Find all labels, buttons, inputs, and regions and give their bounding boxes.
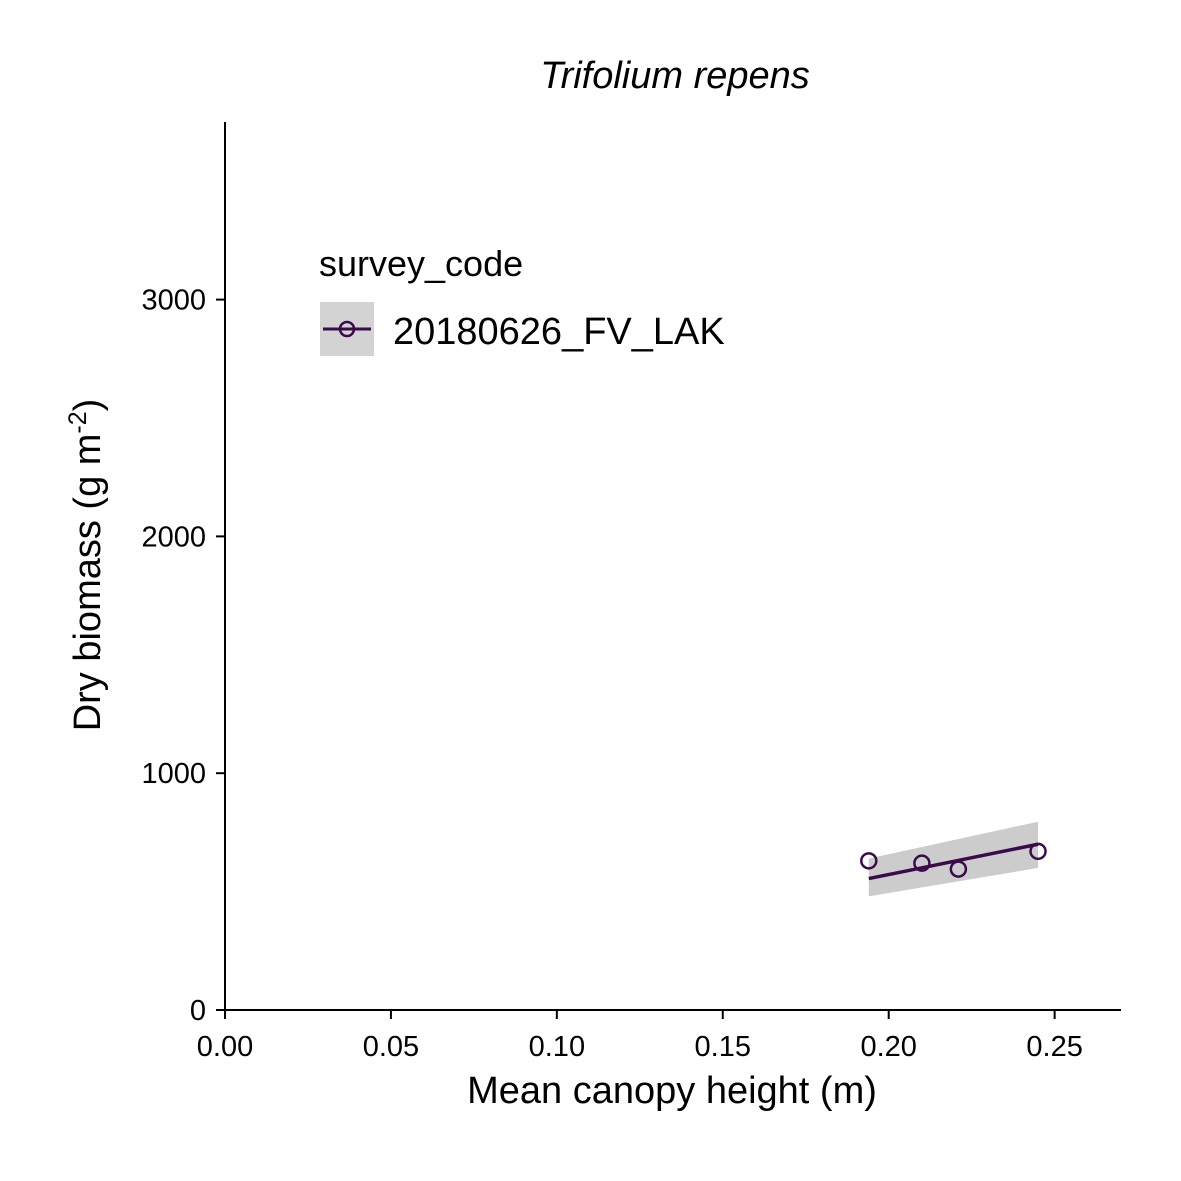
chart-title: Trifolium repens [540,55,810,97]
y-axis-label: Dry biomass (g m-2) [64,399,109,732]
y-axis-label-superscript: -2 [64,411,92,433]
x-tick-label: 0.00 [197,1031,253,1063]
data-point [1029,842,1047,861]
x-tick-label: 0.05 [363,1031,419,1063]
y-tick-label: 2000 [141,521,206,553]
y-axis-label-close: ) [67,399,109,412]
fit-line [868,842,1039,881]
y-tick-label: 3000 [141,285,206,317]
y-axis-label-main: Dry biomass (g m [67,434,109,732]
y-axis-ticks: 0 1000 2000 3000 [141,285,225,1027]
data-point [913,854,931,872]
x-tick-label: 0.20 [860,1031,916,1063]
x-tick-label: 0.25 [1026,1031,1082,1063]
x-axis-label: Mean canopy height (m) [467,1070,877,1112]
x-tick-label: 0.15 [695,1031,751,1063]
x-axis-ticks: 0.00 0.05 0.10 0.15 0.20 0.25 [197,1010,1083,1063]
legend-label: 20180626_FV_LAK [393,311,725,353]
data-point [860,852,878,870]
y-tick-label: 1000 [141,758,206,790]
data-point [949,860,968,878]
x-tick-label: 0.10 [529,1031,585,1063]
y-tick-label: 0 [190,995,206,1027]
plot-area [860,821,1047,897]
legend: survey_code 20180626_FV_LAK [319,243,725,356]
confidence-band [868,821,1039,897]
legend-key-point [338,320,356,338]
legend-title: survey_code [319,243,523,284]
